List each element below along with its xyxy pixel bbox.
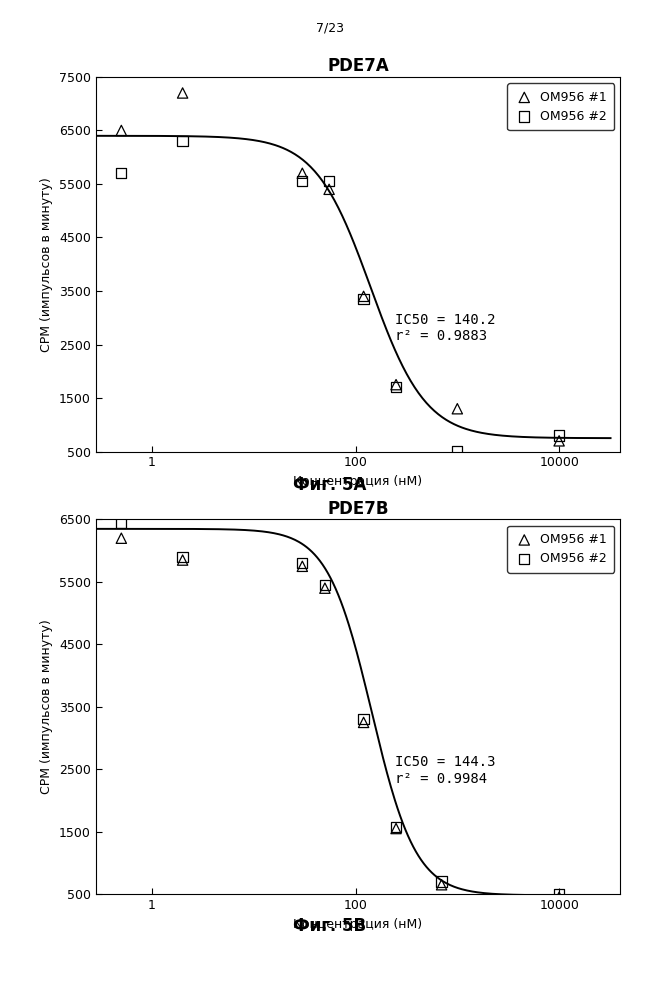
ОМ956 #2 [436, 873, 447, 890]
ОМ956 #1 [554, 433, 564, 449]
Title: PDE7A: PDE7A [327, 57, 389, 75]
ОМ956 #2 [116, 514, 127, 530]
ОМ956 #1 [116, 530, 127, 546]
ОМ956 #1 [391, 377, 401, 393]
ОМ956 #2 [554, 886, 564, 902]
Text: IC50 = 144.3
r² = 0.9984: IC50 = 144.3 r² = 0.9984 [395, 755, 495, 785]
ОМ956 #2 [116, 165, 127, 181]
Text: IC50 = 140.2
r² = 0.9883: IC50 = 140.2 r² = 0.9883 [395, 313, 495, 343]
X-axis label: Концентрация (нМ): Концентрация (нМ) [294, 475, 422, 488]
Text: 7/23: 7/23 [316, 22, 344, 35]
ОМ956 #1 [116, 123, 127, 139]
ОМ956 #2 [178, 549, 188, 565]
Text: Фиг. 5А: Фиг. 5А [293, 476, 367, 494]
X-axis label: Концентрация (нМ): Концентрация (нМ) [294, 917, 422, 930]
ОМ956 #1 [358, 714, 369, 730]
Text: Фиг. 5В: Фиг. 5В [294, 917, 366, 935]
ОМ956 #2 [391, 819, 401, 835]
ОМ956 #2 [452, 444, 463, 460]
ОМ956 #1 [297, 558, 308, 574]
ОМ956 #2 [324, 173, 335, 189]
ОМ956 #1 [319, 580, 330, 596]
ОМ956 #2 [554, 428, 564, 444]
ОМ956 #1 [297, 165, 308, 181]
ОМ956 #2 [178, 133, 188, 149]
ОМ956 #1 [436, 877, 447, 893]
Legend: ОМ956 #1, ОМ956 #2: ОМ956 #1, ОМ956 #2 [508, 525, 614, 573]
ОМ956 #2 [358, 291, 369, 307]
ОМ956 #2 [358, 711, 369, 727]
ОМ956 #1 [324, 182, 335, 198]
ОМ956 #1 [358, 289, 369, 305]
Legend: ОМ956 #1, ОМ956 #2: ОМ956 #1, ОМ956 #2 [508, 83, 614, 131]
Title: PDE7B: PDE7B [327, 500, 389, 517]
ОМ956 #2 [319, 577, 330, 593]
ОМ956 #1 [391, 820, 401, 836]
ОМ956 #1 [554, 889, 564, 905]
ОМ956 #1 [178, 552, 188, 568]
Y-axis label: СРМ (импульсов в минуту): СРМ (импульсов в минуту) [40, 619, 53, 794]
ОМ956 #2 [297, 555, 308, 571]
ОМ956 #2 [297, 173, 308, 189]
Y-axis label: СРМ (импульсов в минуту): СРМ (импульсов в минуту) [40, 177, 53, 352]
ОМ956 #1 [452, 401, 463, 417]
ОМ956 #1 [178, 85, 188, 101]
ОМ956 #2 [391, 380, 401, 396]
